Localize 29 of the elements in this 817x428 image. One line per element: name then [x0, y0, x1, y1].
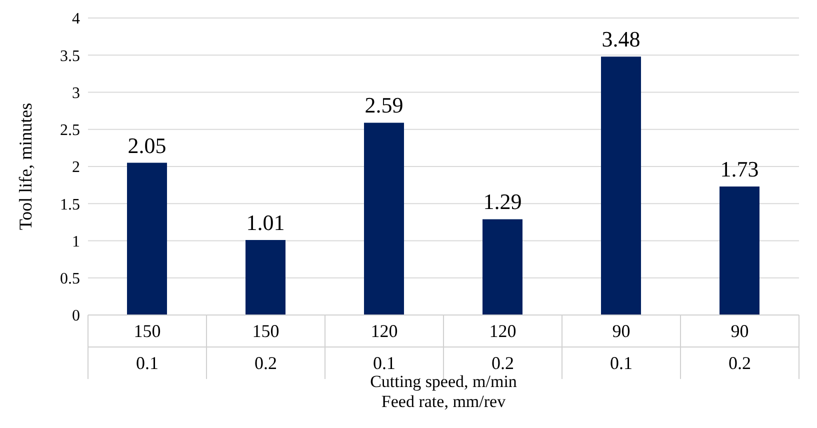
data-label: 1.73	[720, 156, 759, 182]
x-tick-label: 120 0.1	[370, 321, 398, 373]
bar	[364, 122, 404, 315]
x-tick-label: 90 0.1	[610, 321, 632, 373]
y-axis-title: Tool life, minutes	[15, 102, 36, 230]
bar	[720, 186, 760, 315]
data-label: 2.05	[128, 132, 166, 158]
data-label: 3.48	[602, 26, 640, 52]
data-label: 1.01	[246, 210, 285, 236]
y-tick-label: 3	[72, 84, 80, 102]
y-tick-label: 3.5	[60, 48, 80, 65]
y-tick-label: 0.5	[60, 270, 80, 288]
y-tick-label: 1	[72, 233, 80, 250]
y-tick-label: 2.5	[60, 122, 80, 140]
y-tick-label: 4	[72, 10, 80, 28]
data-label: 1.29	[483, 189, 522, 214]
x-tick-label: 150 0.2	[252, 321, 280, 373]
x-tick-label: 90 0.2	[728, 321, 751, 373]
bar	[127, 162, 167, 315]
x-tick-label: 120 0.2	[489, 321, 516, 373]
y-tick-label: 0	[72, 308, 80, 325]
x-tick-label: 150 0.1	[134, 321, 161, 373]
bar	[482, 219, 522, 315]
bar	[601, 56, 641, 315]
data-label: 2.59	[364, 92, 404, 118]
y-tick-label: 2	[72, 159, 80, 176]
x-axis-title: Cutting speed, m/min Feed rate, mm/rev	[370, 372, 518, 411]
bar	[246, 240, 286, 315]
y-tick-label: 1.5	[60, 196, 80, 214]
